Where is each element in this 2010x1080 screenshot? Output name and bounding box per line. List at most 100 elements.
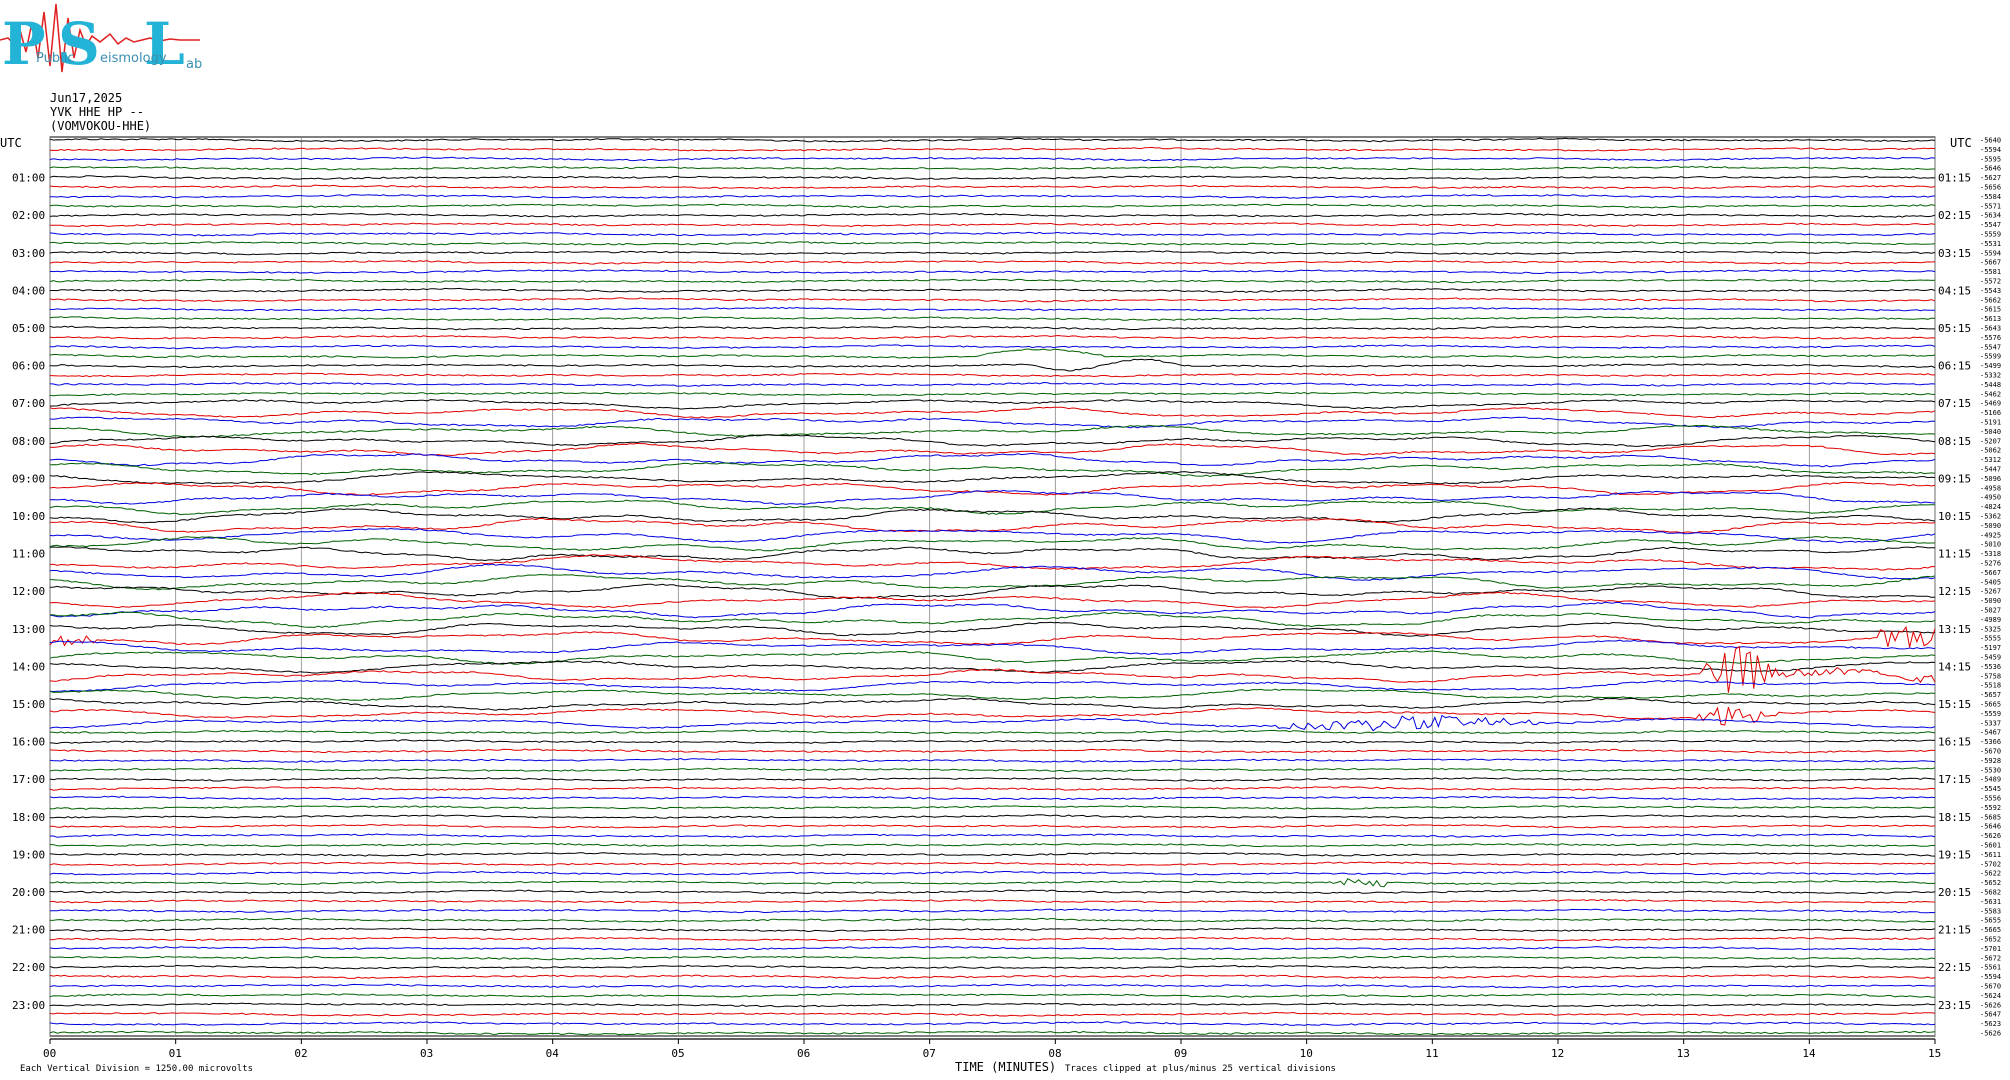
trace-offset-label: -5332 [1980,372,2001,380]
left-hour-label: 06:00 [12,360,45,373]
right-hour-label: 13:15 [1938,623,1971,636]
trace-offset-labels: -5640-5594-5595-5646-5627-5656-5584-5571… [1980,137,2001,1038]
x-tick-label: 03 [420,1047,433,1060]
trace-line [50,908,1936,914]
trace-line [49,679,1936,693]
trace-offset-label: -5667 [1980,569,2001,577]
trace-line [49,1030,1936,1036]
trace-offset-label: -5531 [1980,240,2001,248]
trace-line [49,601,1936,619]
trace-line [49,625,1936,648]
trace-offset-label: -5469 [1980,400,2001,408]
trace-line [49,546,1935,562]
trace-offset-label: -5559 [1980,710,2001,718]
trace-offset-label: -5448 [1980,381,2001,389]
trace-offset-label: -5467 [1980,729,2001,737]
trace-line [49,325,1935,331]
trace-line [49,175,1936,180]
trace-offset-label: -5090 [1980,522,2001,530]
trace-offset-label: -5405 [1980,578,2001,586]
trace-offset-label: -5643 [1980,325,2001,333]
trace-offset-label: -5547 [1980,221,2001,229]
right-hour-label: 08:15 [1938,435,1971,448]
right-hour-label: 04:15 [1938,284,1971,297]
trace-line [49,156,1936,162]
trace-line [49,222,1936,228]
left-hour-label: 07:00 [12,397,45,410]
x-tick-label: 09 [1174,1047,1187,1060]
trace-offset-label: -5594 [1980,249,2001,257]
trace-offset-label: -5640 [1980,137,2001,145]
trace-line [49,212,1936,218]
trace-offset-label: -5592 [1980,804,2001,812]
grid-layer [49,136,1936,1040]
trace-offset-label: -5682 [1980,889,2001,897]
left-hour-label: 02:00 [12,209,45,222]
trace-offset-label: -5318 [1980,550,2001,558]
trace-offset-label: -5276 [1980,560,2001,568]
trace-line [49,1002,1936,1008]
trace-offset-label: -5010 [1980,541,2001,549]
trace-offset-label: -5090 [1980,597,2001,605]
trace-offset-label: -5096 [1980,475,2001,483]
trace-offset-label: -5197 [1980,644,2001,652]
trace-offset-label: -5366 [1980,738,2001,746]
trace-line [49,974,1936,979]
left-hour-label: 22:00 [12,961,45,974]
trace-offset-label: -5325 [1980,625,2001,633]
trace-line [49,241,1936,246]
right-hour-label: 20:15 [1938,886,1971,899]
right-hour-label: 16:15 [1938,736,1971,749]
trace-line [49,621,1936,637]
trace-line [49,748,1936,754]
trace-offset-label: -5670 [1980,748,2001,756]
right-hour-label: 05:15 [1938,322,1971,335]
trace-line [49,424,1936,438]
trace-offset-label: -5611 [1980,851,2001,859]
right-hour-label: 06:15 [1938,360,1971,373]
trace-offset-label: -5627 [1980,174,2001,182]
trace-offset-label: -5267 [1980,588,2001,596]
right-hour-label: 14:15 [1938,660,1971,673]
trace-line [49,645,1936,693]
trace-line [49,917,1936,923]
trace-line [49,278,1936,284]
trace-offset-label: -5672 [1980,954,2001,962]
x-tick-labels: 00 01 02 03 04 05 06 07 08 09 10 11 12 13 14 15 [43,1039,1941,1060]
trace-offset-label: -4925 [1980,531,2001,539]
trace-line [49,269,1936,275]
x-tick-label: 11 [1425,1047,1438,1060]
trace-line [49,137,1936,143]
right-hour-label: 19:15 [1938,848,1971,861]
right-utc-header: UTC [1950,136,1972,150]
trace-offset-label: -5062 [1980,447,2001,455]
trace-offset-label: -5530 [1980,766,2001,774]
x-tick-label: 07 [923,1047,936,1060]
trace-line [49,471,1936,485]
trace-line [50,287,1936,293]
trace-line [49,767,1936,773]
logo-letter-l: L [144,10,185,78]
trace-offset-label: -5337 [1980,719,2001,727]
trace-line [49,861,1936,867]
x-tick-label: 00 [43,1047,56,1060]
trace-line [49,381,1936,387]
trace-line [49,777,1936,782]
trace-offset-label: -5662 [1980,296,2001,304]
trace-offset-label: -5652 [1980,879,2001,887]
trace-line [49,591,1936,609]
trace-offset-label: -5665 [1980,701,2001,709]
trace-line [49,852,1936,857]
psl-logo-graphic: P S L Public eismology ab [0,3,202,78]
left-hour-label: 14:00 [12,660,45,673]
trace-offset-label: -5362 [1980,513,2001,521]
trace-line [49,358,1936,372]
trace-offset-label: -5647 [1980,1011,2001,1019]
logo-letter-s: S [58,10,100,78]
trace-line [49,583,1936,600]
trace-line [49,714,1936,732]
right-hour-label: 01:15 [1938,172,1971,185]
trace-offset-label: -5312 [1980,456,2001,464]
trace-offset-label: -5572 [1980,278,2001,286]
trace-line [49,650,1936,665]
